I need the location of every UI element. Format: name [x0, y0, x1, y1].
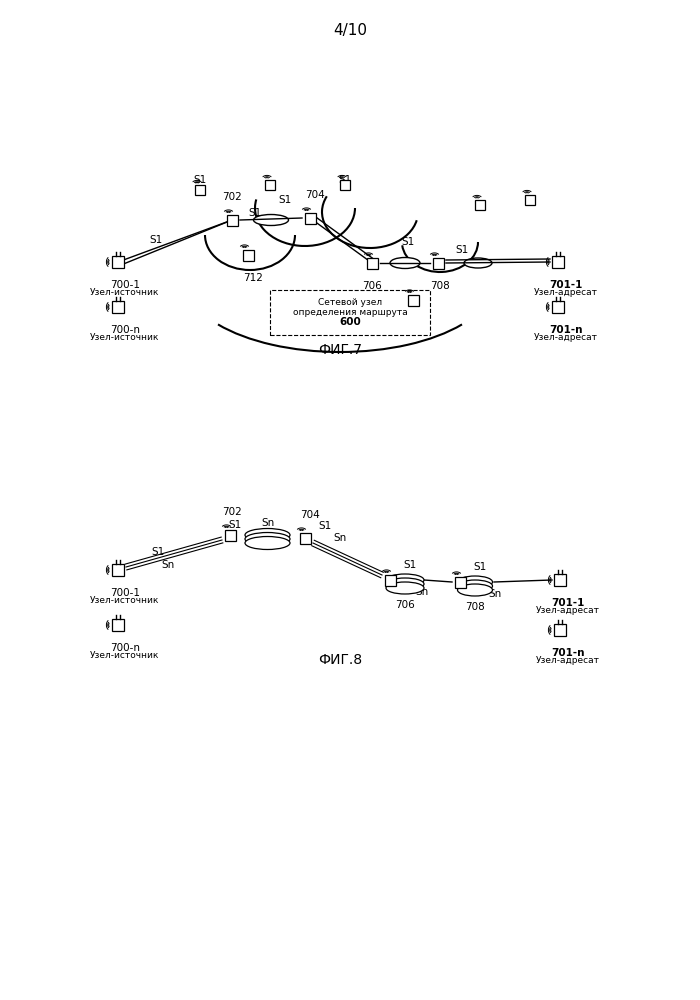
Text: Sn: Sn [162, 560, 174, 570]
Bar [227, 215, 237, 226]
Ellipse shape [245, 536, 290, 550]
Bar [112, 564, 124, 576]
Text: S1: S1 [279, 195, 292, 205]
Text: Узел-источник: Узел-источник [90, 596, 160, 605]
Bar [454, 576, 466, 587]
Text: S1: S1 [318, 521, 332, 531]
Text: Узел-адресат: Узел-адресат [536, 656, 600, 665]
Bar [242, 249, 253, 260]
Text: 706: 706 [395, 600, 415, 610]
Ellipse shape [458, 580, 493, 592]
Text: 600: 600 [339, 317, 361, 327]
Ellipse shape [386, 578, 424, 590]
Text: S1: S1 [228, 520, 242, 530]
Bar [367, 257, 377, 268]
Bar [112, 256, 124, 268]
Bar [265, 180, 275, 190]
Bar [300, 532, 311, 544]
Bar [304, 213, 316, 224]
Text: 700-1: 700-1 [110, 280, 140, 290]
Ellipse shape [464, 258, 492, 268]
Bar [340, 180, 350, 190]
Ellipse shape [458, 584, 493, 596]
Text: 700-n: 700-n [110, 325, 140, 335]
Text: 704: 704 [305, 190, 325, 200]
Bar [112, 301, 124, 313]
Text: S1: S1 [403, 560, 416, 570]
Text: 712: 712 [243, 273, 263, 283]
Bar [225, 530, 235, 540]
Text: 708: 708 [465, 602, 485, 612]
Ellipse shape [390, 257, 420, 268]
Text: 701-1: 701-1 [550, 280, 582, 290]
Ellipse shape [458, 576, 493, 588]
Text: 701-1: 701-1 [552, 598, 584, 608]
Text: S1: S1 [338, 175, 351, 185]
Text: 700-1: 700-1 [110, 588, 140, 598]
Ellipse shape [245, 532, 290, 546]
Bar [552, 256, 564, 268]
Bar [554, 624, 566, 636]
Text: 702: 702 [222, 192, 242, 202]
Text: Sn: Sn [415, 587, 428, 597]
Bar [407, 294, 419, 306]
Text: Узел-адресат: Узел-адресат [534, 288, 598, 297]
Text: определения маршрута: определения маршрута [293, 308, 407, 317]
Text: S1: S1 [149, 235, 162, 245]
Text: Sn: Sn [489, 589, 502, 599]
Text: S1: S1 [248, 208, 262, 218]
Text: 704: 704 [300, 510, 320, 520]
Text: 706: 706 [362, 281, 382, 291]
Text: 702: 702 [222, 507, 242, 517]
Text: 701-n: 701-n [552, 648, 584, 658]
Text: 701-n: 701-n [550, 325, 582, 335]
Bar [475, 200, 485, 210]
Text: Sn: Sn [333, 533, 346, 543]
Text: 700-n: 700-n [110, 643, 140, 653]
Bar [525, 195, 535, 205]
Bar [552, 301, 564, 313]
Text: Узел-адресат: Узел-адресат [536, 606, 600, 615]
Text: Узел-источник: Узел-источник [90, 651, 160, 660]
Text: ФИГ.7: ФИГ.7 [318, 343, 362, 357]
Ellipse shape [253, 215, 288, 226]
Bar [195, 185, 205, 195]
Bar [554, 574, 566, 586]
Text: S1: S1 [401, 237, 414, 247]
Text: S1: S1 [193, 175, 206, 185]
Bar [270, 290, 430, 335]
Text: 708: 708 [430, 281, 450, 291]
Text: 714: 714 [411, 318, 431, 328]
Text: Сетевой узел: Сетевой узел [318, 298, 382, 307]
Text: Sn: Sn [261, 518, 274, 528]
Text: S1: S1 [456, 245, 468, 255]
Text: S1: S1 [473, 562, 486, 572]
Bar [433, 257, 444, 268]
Bar [112, 619, 124, 631]
Text: Узел-источник: Узел-источник [90, 333, 160, 342]
Bar [384, 574, 395, 585]
Text: Узел-источник: Узел-источник [90, 288, 160, 297]
Ellipse shape [245, 528, 290, 542]
Text: S1: S1 [151, 547, 164, 557]
Text: Узел-адресат: Узел-адресат [534, 333, 598, 342]
Ellipse shape [386, 574, 424, 586]
Text: 4/10: 4/10 [333, 22, 367, 37]
Text: ФИГ.8: ФИГ.8 [318, 653, 362, 667]
Ellipse shape [386, 582, 424, 594]
